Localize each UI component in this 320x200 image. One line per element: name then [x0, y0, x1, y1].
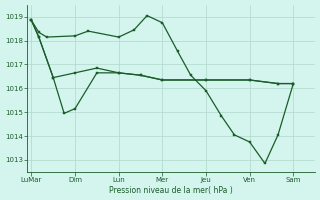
X-axis label: Pression niveau de la mer( hPa ): Pression niveau de la mer( hPa ) [109, 186, 233, 195]
